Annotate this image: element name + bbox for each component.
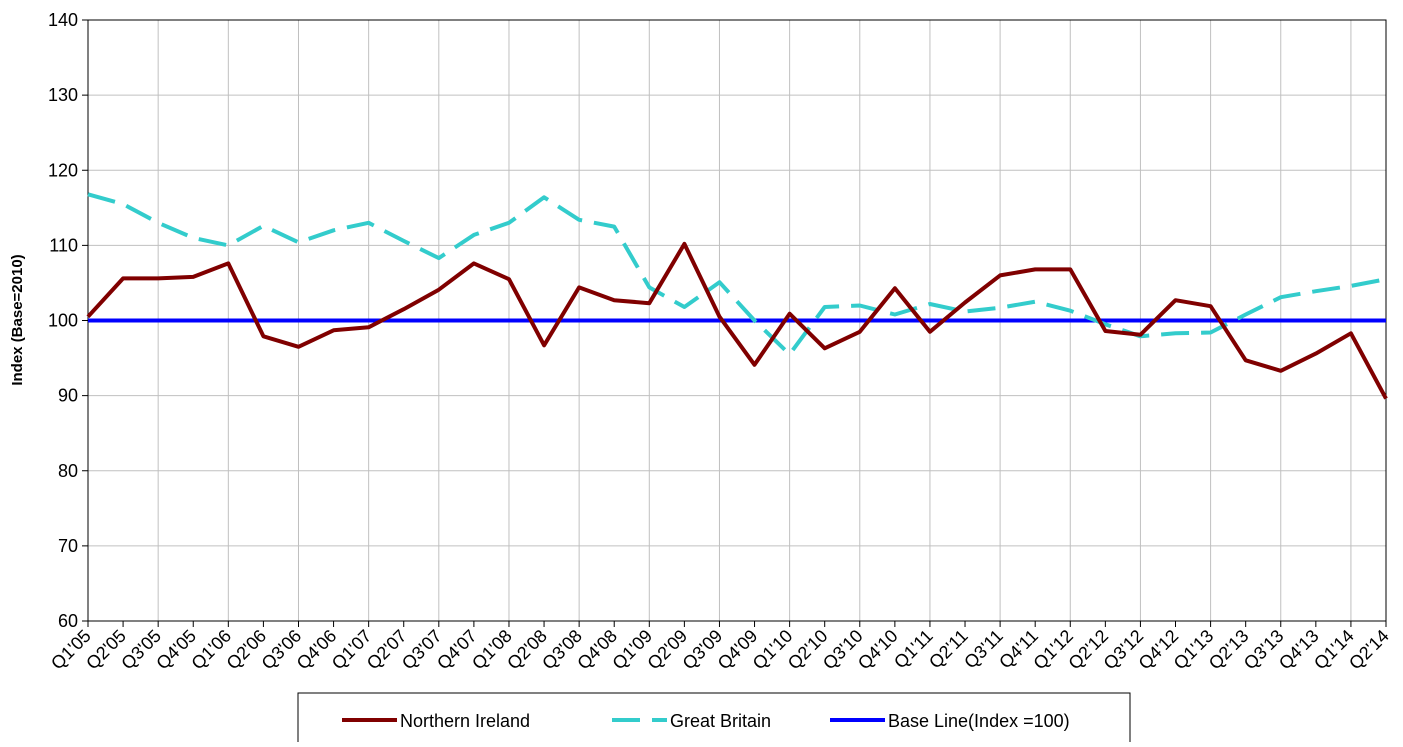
y-tick-label: 130 <box>48 85 78 105</box>
x-tick-label: Q1'10 <box>749 626 797 674</box>
y-tick-label: 120 <box>48 160 78 180</box>
x-tick-label: Q1'06 <box>187 626 235 674</box>
y-tick-label: 100 <box>48 311 78 331</box>
x-tick-label: Q4'13 <box>1275 626 1323 674</box>
x-tick-label: Q2'14 <box>1345 626 1393 674</box>
x-tick-label: Q3'11 <box>960 626 1007 673</box>
x-tick-label: Q1'08 <box>468 626 516 674</box>
x-tick-label: Q4'05 <box>152 626 200 674</box>
x-tick-label: Q1'05 <box>47 626 95 674</box>
x-tick-label: Q2'12 <box>1064 626 1112 674</box>
x-tick-label: Q2'13 <box>1205 626 1253 674</box>
legend-label: Northern Ireland <box>400 711 530 731</box>
x-tick-label: Q1'12 <box>1029 626 1077 674</box>
y-tick-label: 60 <box>58 611 78 631</box>
x-tick-label: Q3'09 <box>679 626 727 674</box>
x-tick-label: Q2'08 <box>503 626 551 674</box>
legend-label: Base Line(Index =100) <box>888 711 1070 731</box>
x-tick-label: Q3'12 <box>1100 626 1148 674</box>
x-tick-label: Q4'12 <box>1135 626 1183 674</box>
x-tick-label: Q4'07 <box>433 626 481 674</box>
x-tick-label: Q3'06 <box>258 626 306 674</box>
x-tick-label: Q3'05 <box>117 626 165 674</box>
y-tick-label: 140 <box>48 10 78 30</box>
x-tick-label: Q1'09 <box>608 626 656 674</box>
x-tick-label: Q2'11 <box>925 626 972 673</box>
x-tick-label: Q1'13 <box>1170 626 1218 674</box>
series-line <box>86 241 1388 400</box>
y-tick-label: 90 <box>58 386 78 406</box>
y-axis-title: Index (Base=2010) <box>9 254 26 385</box>
x-tick-label: Q4'06 <box>293 626 341 674</box>
y-tick-label: 110 <box>49 235 78 255</box>
x-tick-label: Q2'10 <box>784 626 832 674</box>
x-tick-label: Q1'07 <box>328 626 376 674</box>
x-tick-label: Q4'10 <box>854 626 902 674</box>
x-tick-label: Q4'09 <box>714 626 762 674</box>
y-tick-label: 70 <box>58 536 78 556</box>
y-tick-label: 80 <box>58 461 78 481</box>
x-tick-label: Q1'14 <box>1310 626 1358 674</box>
x-tick-label: Q2'05 <box>82 626 130 674</box>
x-tick-label: Q2'06 <box>223 626 271 674</box>
x-tick-label: Q4'08 <box>573 626 621 674</box>
x-tick-label: Q3'10 <box>819 626 867 674</box>
series-line <box>87 192 1387 357</box>
x-tick-label: Q3'07 <box>398 626 446 674</box>
x-tick-label: Q3'08 <box>538 626 586 674</box>
legend-label: Great Britain <box>670 711 771 731</box>
x-tick-label: Q2'09 <box>643 626 691 674</box>
x-tick-label: Q2'07 <box>363 626 411 674</box>
x-tick-label: Q3'13 <box>1240 626 1288 674</box>
legend-box <box>297 692 1131 746</box>
x-tick-label: Q1'11 <box>890 626 937 673</box>
